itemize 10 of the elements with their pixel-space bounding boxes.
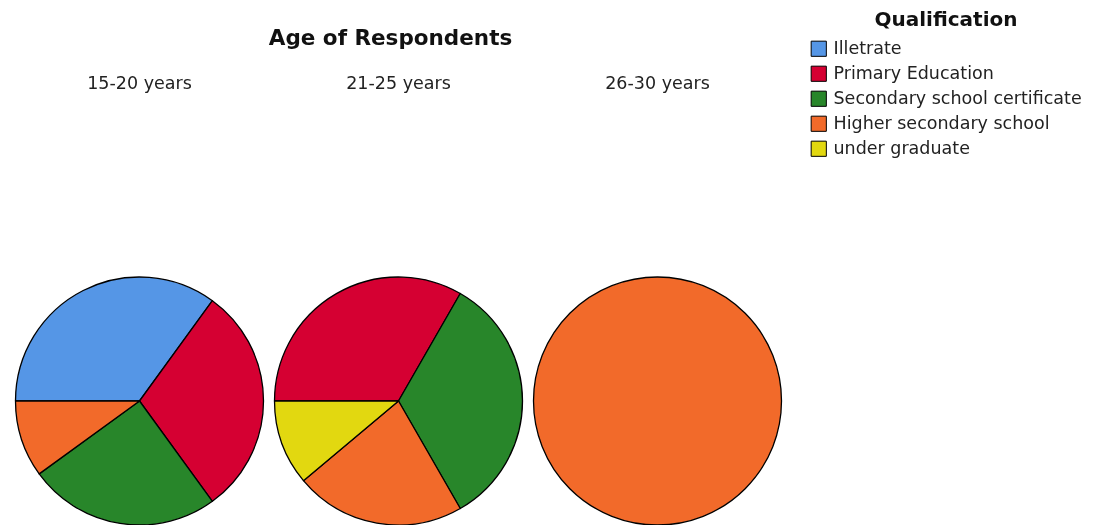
legend-label: Secondary school certificate [833, 87, 1082, 108]
legend-label: under graduate [833, 137, 970, 158]
slice-label: 15-20 years [87, 72, 192, 93]
legend-label: Higher secondary school [833, 112, 1050, 133]
chart-title: Age of Respondents [268, 24, 513, 50]
legend-label: Illetrate [833, 37, 902, 58]
legend-label: Primary Education [833, 62, 994, 83]
slice-label: 26-30 years [605, 72, 710, 93]
legend-title: Qualification [874, 7, 1018, 31]
slice-label: 21-25 years [346, 72, 451, 93]
